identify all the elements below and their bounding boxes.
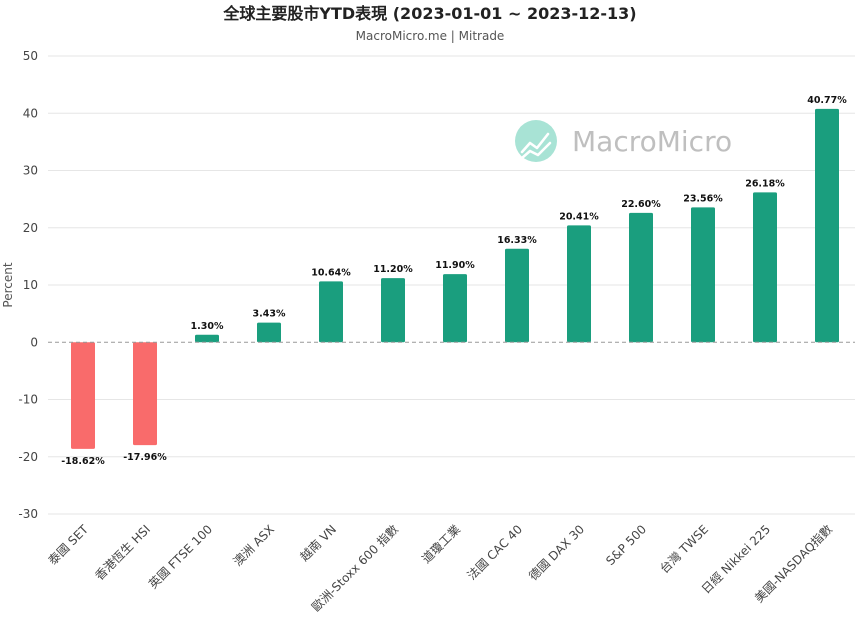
bar (753, 192, 777, 343)
bar (381, 278, 405, 343)
data-label: 11.20% (373, 264, 413, 275)
data-label: 16.33% (497, 235, 537, 246)
data-label: 10.64% (311, 267, 351, 278)
y-tick-label: -20 (18, 450, 38, 464)
y-axis-title: Percent (1, 262, 15, 307)
data-label: 26.18% (745, 178, 785, 189)
data-label: 40.77% (807, 95, 847, 106)
y-tick-label: 20 (23, 221, 38, 235)
data-label: 23.56% (683, 193, 723, 204)
bar (629, 212, 653, 343)
x-tick-label: 英國 FTSE 100 (146, 522, 215, 591)
bar (319, 281, 343, 343)
data-label: -18.62% (61, 456, 105, 467)
data-label: 11.90% (435, 260, 475, 271)
y-tick-label: -30 (18, 507, 38, 521)
y-tick-label: 0 (30, 335, 38, 349)
bar (71, 342, 95, 449)
x-tick-label: S&P 500 (603, 522, 649, 568)
data-label: 20.41% (559, 211, 599, 222)
chart-title: 全球主要股市YTD表現 (2023-01-01 ~ 2023-12-13) (222, 4, 636, 23)
data-label: -17.96% (123, 452, 167, 463)
y-axis-ticks: 50 40 30 20 10 0 -10 -20 -30 (18, 49, 38, 521)
data-label: 3.43% (253, 309, 286, 320)
bar (133, 342, 157, 446)
chart-trend-icon (515, 120, 557, 162)
data-label: 22.60% (621, 199, 661, 210)
watermark-text: MacroMicro (572, 125, 732, 158)
bar (505, 248, 529, 343)
x-tick-label: 泰國 SET (46, 522, 92, 568)
x-tick-label: 香港恆生 HSI (92, 522, 153, 583)
x-tick-label: 澳洲 ASX (231, 522, 278, 569)
watermark: MacroMicro (515, 120, 732, 162)
bars (71, 108, 839, 449)
bar (815, 108, 839, 343)
bar (443, 274, 467, 343)
bar (691, 207, 715, 343)
x-tick-label: 法國 CAC 40 (465, 522, 526, 583)
bar (257, 322, 281, 343)
y-tick-label: 30 (23, 164, 38, 178)
chart-subtitle: MacroMicro.me | Mitrade (356, 29, 505, 43)
y-tick-label: 40 (23, 106, 38, 120)
data-label: 1.30% (191, 321, 224, 332)
y-tick-label: -10 (18, 393, 38, 407)
y-tick-label: 50 (23, 49, 38, 63)
y-tick-label: 10 (23, 278, 38, 292)
data-labels: -18.62% -17.96% 1.30% 3.43% 10.64% 11.20% 11.9… (61, 95, 847, 467)
x-tick-label: 台灣 TWSE (657, 522, 712, 577)
bar (567, 225, 591, 343)
x-tick-label: 道瓊工業 (419, 522, 464, 567)
x-tick-label: 德國 DAX 30 (525, 522, 587, 584)
x-tick-label: 越南 VN (297, 522, 339, 564)
bar (195, 334, 219, 343)
